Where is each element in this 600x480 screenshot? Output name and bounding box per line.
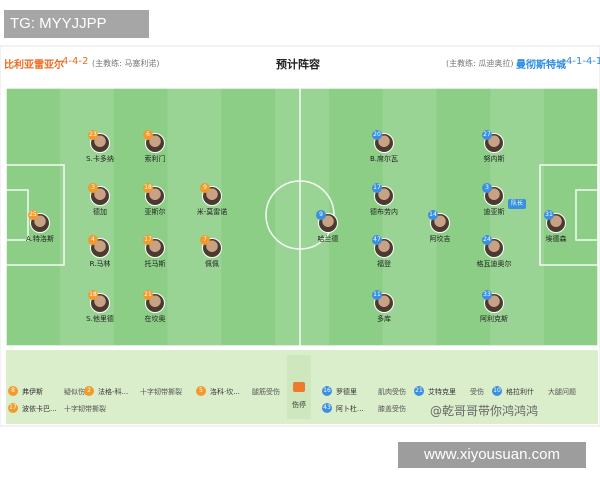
player-number: 3 [88, 183, 98, 193]
player-name: 在坎奥 [144, 315, 166, 323]
injury-reason: 十字韧带撕裂 [64, 405, 106, 413]
watermark: TG: MYYJJPP [4, 10, 149, 38]
player-number: 6 [143, 130, 153, 140]
injury-reason: 疑似伤病 [64, 388, 92, 396]
player-number: 9 [200, 183, 210, 193]
away-team: 曼彻斯特城 [516, 60, 566, 71]
injury-number: 43 [322, 403, 332, 413]
injury-number: 2 [84, 386, 94, 396]
player-name: A.特洛斯 [26, 235, 54, 243]
player-name: 埃德森 [545, 235, 567, 243]
player-number: 9 [316, 210, 326, 220]
injury-number: 17 [8, 403, 18, 413]
player-name: 阿利克斯 [480, 315, 508, 323]
player-name: 米-莫雷诺 [196, 208, 228, 216]
injury-name: 艾特克里 [428, 388, 456, 396]
player-name: 德加 [93, 208, 107, 216]
injury-number: 16 [322, 386, 332, 396]
injury-reason: 膝盖受伤 [378, 405, 406, 413]
player-name: 格瓦迪奥尔 [476, 260, 512, 268]
injury-reason: 十字韧带撕裂 [140, 388, 182, 396]
player-number: 17 [372, 183, 382, 193]
pitch-stripe [167, 88, 222, 346]
player-name: 努内斯 [483, 155, 505, 163]
player-name: 哈兰德 [317, 235, 339, 243]
player-number: 31 [544, 210, 554, 220]
player-name: 索利门 [144, 155, 166, 163]
player-number: 14 [428, 210, 438, 220]
injury-name: 格拉利什 [506, 388, 534, 396]
player-name: R.马林 [89, 260, 111, 268]
player-number: 17 [143, 235, 153, 245]
site-watermark: www.xiyousuan.com [398, 442, 586, 468]
injury-reason: 受伤 [470, 388, 484, 396]
injury-name: 弗伊斯 [22, 388, 43, 396]
player-name: 迪亚斯 [483, 208, 505, 216]
injury-name: 波依卡巴... [22, 405, 57, 413]
player-name: 托马斯 [144, 260, 166, 268]
player-number: 4 [88, 235, 98, 245]
injury-name: 法格-科... [98, 388, 129, 396]
home-team: 比利亚雷亚尔 [4, 60, 64, 71]
away-coach: (主教练: 瓜迪奥拉) [446, 59, 514, 68]
player-name: S.他里德 [86, 315, 114, 323]
captain-tag: 队长 [508, 199, 526, 209]
title: 预计阵容 [276, 58, 320, 71]
home-coach: (主教练: 马塞利诺) [92, 59, 160, 68]
player-name: 福登 [377, 260, 391, 268]
injury-label: 伤停 [292, 401, 306, 409]
player-number: 18 [88, 290, 98, 300]
injury-name: 阿卜杜... [336, 405, 364, 413]
injury-number: 5 [196, 386, 206, 396]
player-name: S.卡多纳 [86, 155, 114, 163]
player-number: 23 [88, 130, 98, 140]
injury-reason: 肌肉受伤 [378, 388, 406, 396]
pitch-stripe [221, 88, 276, 346]
injury-reason: 大腿问题 [548, 388, 576, 396]
player-number: 3 [482, 183, 492, 193]
home-formation: 4-4-2 [62, 56, 89, 67]
injury-name: 罗德里 [336, 388, 357, 396]
away-formation: 4-1-4-1 [566, 56, 600, 67]
injury-name: 洛科·坎... [210, 388, 240, 396]
player-number: 7 [200, 235, 210, 245]
player-number: 24 [482, 235, 492, 245]
player-name: 亚斯尔 [144, 208, 166, 216]
player-name: 多库 [377, 315, 391, 323]
player-number: 33 [482, 290, 492, 300]
player-number: 47 [372, 235, 382, 245]
player-name: 德布劳内 [370, 208, 398, 216]
weibo-watermark: @乾哥哥带你鸿鸿鸿 [430, 404, 539, 418]
injury-number: 10 [492, 386, 502, 396]
injury-number: 8 [8, 386, 18, 396]
player-number: 20 [372, 130, 382, 140]
player-name: 阿坎吉 [429, 235, 451, 243]
player-number: 18 [143, 183, 153, 193]
player-number: 27 [482, 130, 492, 140]
injury-reason: 腿筋受伤 [252, 388, 280, 396]
injury-number: 21 [414, 386, 424, 396]
player-name: B.席尔瓦 [369, 155, 399, 163]
player-number: 21 [143, 290, 153, 300]
player-number: 25 [28, 210, 38, 220]
player-number: 11 [372, 290, 382, 300]
player-name: 佩佩 [205, 260, 219, 268]
